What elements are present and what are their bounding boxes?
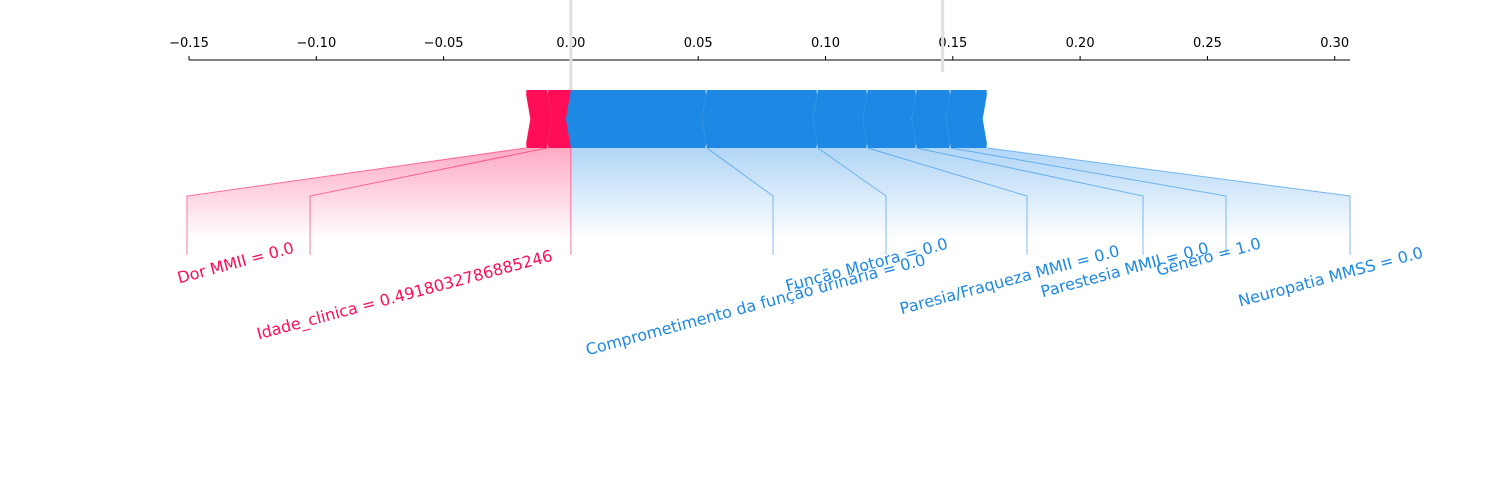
connector <box>867 147 1028 255</box>
force-segment <box>812 90 868 148</box>
segment-separator <box>986 89 995 149</box>
x-tick-label: 0.05 <box>684 36 713 51</box>
shade <box>187 148 571 240</box>
connector <box>817 147 887 255</box>
force-segment <box>911 90 951 148</box>
connector <box>987 147 1351 255</box>
x-tick-label: 0.25 <box>1193 36 1222 51</box>
x-tick-label: −0.10 <box>296 36 336 51</box>
segment-separator <box>518 89 527 149</box>
connector <box>916 147 1144 255</box>
feature-label: Dor MMII = 0.0 <box>175 238 296 287</box>
x-tick-label: 0.15 <box>938 36 967 51</box>
connector <box>186 147 526 255</box>
connector <box>706 147 774 255</box>
force-segment <box>525 90 552 148</box>
force-segment <box>862 90 917 148</box>
connector <box>950 147 1227 255</box>
x-tick-label: 0.10 <box>811 36 840 51</box>
x-tick-label: 0.30 <box>1320 36 1349 51</box>
connector <box>309 147 548 255</box>
x-tick-label: −0.05 <box>424 36 464 51</box>
force-segment <box>565 90 707 148</box>
feature-label: Gênero = 1.0 <box>1154 234 1263 280</box>
feature-label: Neuropatia MMSS = 0.0 <box>1236 243 1425 311</box>
shade <box>570 148 1350 240</box>
feature-label: Idade_clinica = 0.4918032786885246 <box>255 246 555 344</box>
x-tick-label: −0.15 <box>169 36 209 51</box>
force-segment <box>701 90 818 148</box>
x-tick-label: 0.20 <box>1066 36 1095 51</box>
force-segment <box>945 90 988 148</box>
output-value-label: 0.00 <box>556 0 585 4</box>
